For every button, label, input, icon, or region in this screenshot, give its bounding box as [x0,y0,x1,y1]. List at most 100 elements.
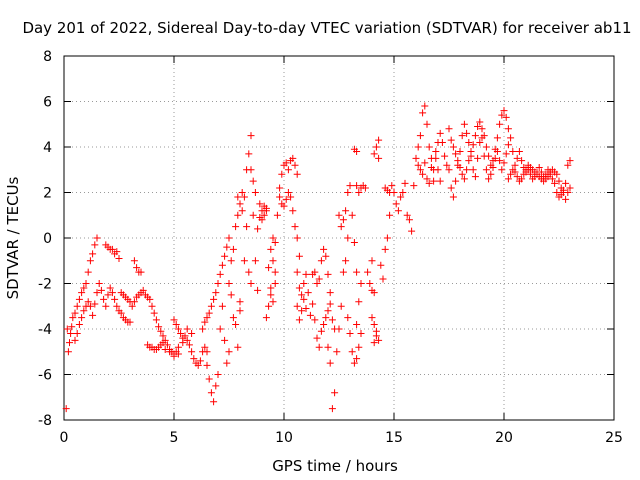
data-point-0-152 [251,189,259,196]
data-point-0-358 [496,120,504,128]
data-point-0-287 [375,136,383,144]
data-point-0-237 [328,316,336,324]
data-point-0-124 [210,295,218,303]
data-point-0-437 [544,173,552,181]
data-point-0-149 [247,132,255,140]
data-point-0-275 [364,268,372,276]
data-point-0-39 [117,309,125,317]
data-point-0-125 [212,289,220,297]
data-point-0-328 [430,177,438,185]
data-point-0-99 [174,325,182,333]
data-point-0-385 [493,148,501,156]
data-point-0-80 [155,323,163,331]
data-point-0-173 [260,211,268,219]
data-point-0-84 [163,341,171,349]
data-point-0-321 [414,161,422,169]
data-point-0-162 [234,343,242,351]
data-point-0-378 [478,134,486,142]
data-point-0-201 [284,189,292,196]
data-point-0-91 [166,348,174,356]
data-point-0-212 [293,302,301,310]
data-point-0-249 [335,211,343,219]
data-point-0-395 [515,148,523,156]
data-point-0-262 [353,355,361,363]
data-point-0-5 [68,323,76,331]
data-point-0-115 [207,389,215,397]
data-point-0-280 [370,320,378,328]
data-point-0-148 [245,150,253,158]
data-point-0-118 [214,371,222,378]
data-point-0-97 [170,316,178,324]
data-point-0-340 [456,148,464,156]
data-point-0-21 [78,314,86,322]
data-point-0-3 [66,339,73,347]
data-point-0-368 [456,163,464,171]
axes [63,55,615,421]
data-point-0-394 [513,154,521,162]
data-point-0-19 [73,330,81,338]
data-point-0-236 [326,289,334,297]
data-point-0-441 [553,170,561,178]
data-point-0-65 [130,257,138,265]
data-point-0-166 [254,225,262,233]
data-point-0-412 [553,189,561,196]
data-point-0-269 [353,148,361,156]
data-point-0-369 [458,170,466,178]
data-point-0-229 [311,268,319,276]
data-point-0-325 [423,175,431,183]
data-point-0-13 [84,268,92,276]
x-tick-label-0: 0 [60,430,69,446]
data-point-0-259 [346,330,354,338]
data-point-0-400 [526,170,534,178]
data-point-0-207 [293,268,301,276]
data-point-0-251 [339,216,347,224]
data-point-0-2 [64,348,72,356]
data-point-0-254 [346,182,354,190]
data-point-0-104 [185,341,193,349]
data-point-0-420 [507,170,515,178]
data-point-0-282 [375,336,383,344]
data-point-0-292 [381,245,389,253]
data-point-0-90 [161,345,169,353]
data-point-0-26 [89,311,97,319]
data-point-0-154 [251,257,259,265]
data-point-0-285 [370,150,378,158]
data-point-0-293 [383,234,391,242]
data-point-0-47 [108,245,116,253]
data-point-0-389 [502,150,510,158]
data-point-0-146 [247,280,255,287]
y-tick-label-1: -6 [38,368,52,384]
data-point-0-160 [236,298,244,306]
data-point-0-171 [256,200,264,208]
x-tick-label-3: 15 [385,430,403,446]
data-point-0-6 [69,314,77,322]
data-point-0-211 [302,270,310,278]
data-point-0-393 [511,161,519,169]
data-point-0-68 [137,268,145,276]
data-point-0-216 [302,305,310,313]
data-point-0-374 [469,141,477,149]
data-point-0-446 [564,189,572,196]
data-point-0-240 [326,359,334,367]
data-point-0-187 [273,211,281,219]
data-point-0-278 [370,289,378,297]
data-point-0-213 [295,316,303,324]
data-point-0-334 [443,161,451,169]
data-point-0-143 [240,193,248,201]
data-point-0-419 [504,175,512,183]
data-point-0-34 [106,284,114,292]
data-point-0-377 [476,118,484,126]
data-point-0-105 [188,348,196,356]
data-point-0-279 [368,314,376,322]
y-tick-label-2: -4 [38,322,52,338]
data-point-0-324 [421,159,429,167]
data-point-0-114 [205,375,213,383]
data-point-0-224 [320,320,328,328]
chart-title: Day 201 of 2022, Sidereal Day-to-day VTE… [22,19,631,37]
data-point-0-185 [269,234,277,242]
data-point-0-43 [126,318,134,326]
data-point-0-286 [372,143,380,151]
data-point-0-318 [432,154,440,162]
data-point-0-390 [504,141,512,149]
data-point-0-417 [564,161,572,169]
